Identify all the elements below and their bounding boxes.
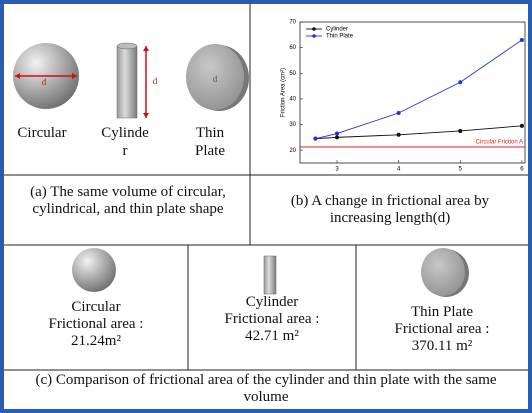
caption: (a) The same volume of circular, cylindr… [30, 184, 226, 217]
legend-label: Thin Plate [326, 34, 354, 40]
x-tick-label: 5 [459, 167, 463, 173]
result-label: Frictional area : [394, 321, 490, 337]
shape-name: Cylinder [101, 125, 149, 159]
chart: 2030405060703456Length (cm)Friction Area… [281, 20, 526, 173]
legend-label: Cylinder [326, 27, 348, 33]
y-tick-label: 70 [289, 20, 296, 26]
shape-name: Thin Plate [195, 125, 225, 159]
x-tick-label: 3 [335, 167, 339, 173]
shape-name: Circular [71, 299, 121, 315]
data-point [396, 111, 401, 116]
reference-label: Circular Friction A [476, 140, 523, 146]
cylinder [116, 45, 138, 119]
y-axis-label: Friction Area (cm²) [281, 68, 287, 117]
result-label: Frictional area : [224, 311, 320, 327]
x-tick-label: 6 [520, 167, 524, 173]
y-tick-label: 50 [289, 71, 296, 77]
dimension-label: d [152, 76, 158, 86]
result-value: 21.24m² [71, 333, 121, 349]
data-point [396, 132, 401, 137]
figure-body: d d d Circular Cylinder Thin Plate (a) T… [4, 4, 528, 409]
data-point [313, 136, 318, 141]
data-point [334, 131, 339, 136]
thin-plate [421, 248, 465, 296]
result-label: Frictional area : [48, 316, 144, 332]
result-value: 370.11 m² [411, 338, 473, 354]
shape-name: Thin Plate [410, 304, 474, 320]
legend-marker [312, 27, 316, 31]
dimension-label: d [212, 74, 218, 84]
shape-name: Circular [17, 125, 67, 141]
plot-area [299, 21, 526, 164]
caption: (b) A change in frictional area by incre… [290, 193, 490, 226]
series-line [315, 39, 523, 140]
legend-marker [312, 34, 316, 38]
result-value: 42.71 m² [245, 328, 299, 344]
sphere [72, 248, 116, 292]
y-tick-label: 40 [289, 96, 296, 102]
data-point [519, 37, 524, 42]
data-point [334, 135, 339, 140]
data-point [458, 128, 463, 133]
thin-plate [186, 44, 244, 110]
y-tick-label: 20 [289, 148, 296, 154]
caption: (c) Comparison of frictional area of the… [35, 372, 497, 405]
cylinder [263, 255, 277, 295]
result: Cylinder Frictional area : 42.71 m² [188, 294, 356, 345]
data-point [458, 80, 463, 85]
result: Thin Plate Frictional area : 370.11 m² [356, 304, 528, 355]
y-tick-label: 60 [289, 45, 296, 51]
dimension-label: d [41, 77, 47, 87]
result: Circular Frictional area : 21.24m² [4, 299, 188, 350]
series-line [315, 125, 522, 140]
x-tick-label: 4 [397, 167, 401, 173]
figure-frame [4, 4, 528, 371]
y-tick-label: 30 [289, 122, 296, 128]
shape-name: Cylinder [245, 294, 299, 310]
data-point [519, 123, 524, 128]
